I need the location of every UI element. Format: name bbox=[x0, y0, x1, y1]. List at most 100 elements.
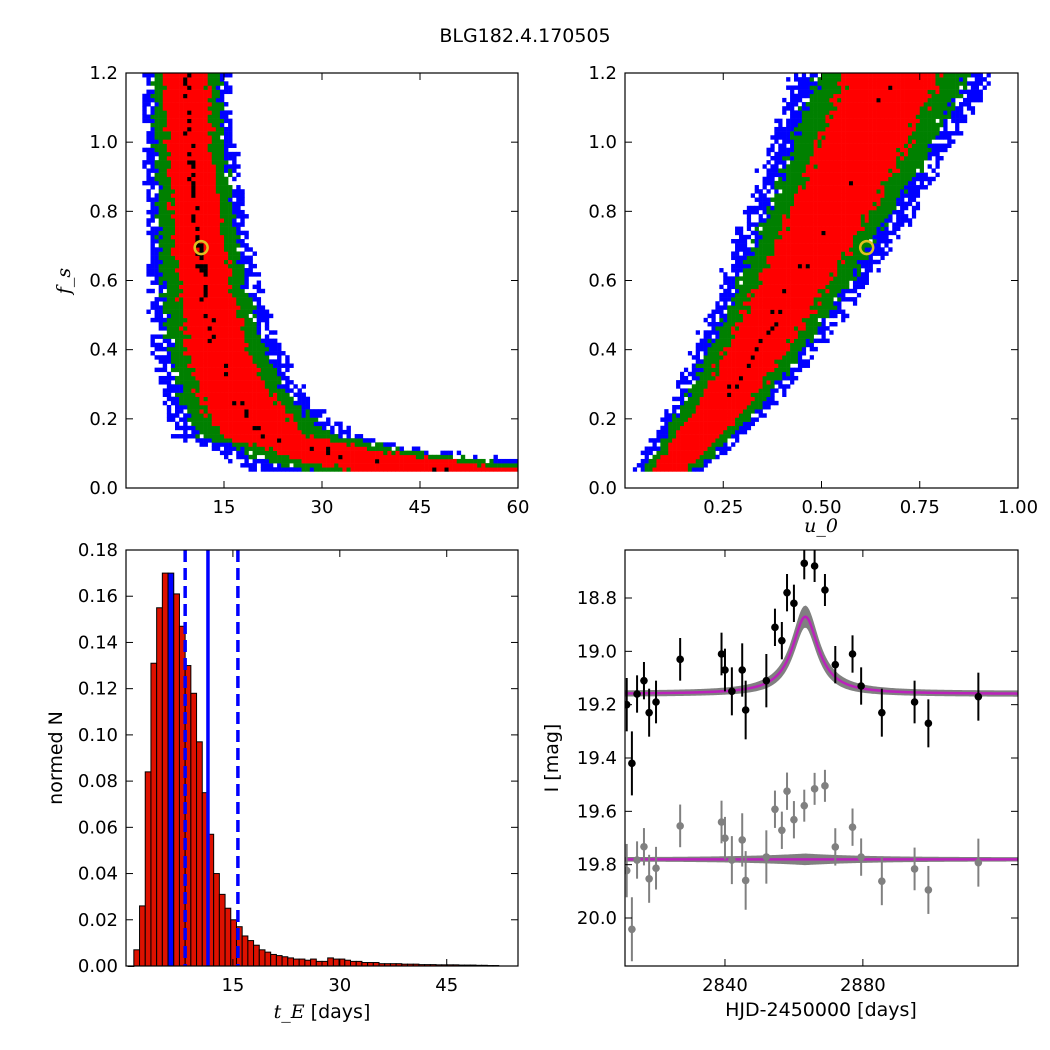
two-sigma-cell bbox=[379, 446, 384, 451]
one-sigma-cell bbox=[187, 147, 192, 153]
one-sigma-cell bbox=[770, 280, 775, 285]
two-sigma-cell bbox=[856, 234, 862, 240]
one-sigma-cell bbox=[782, 317, 787, 323]
one-sigma-cell bbox=[179, 122, 184, 128]
two-sigma-cell bbox=[162, 214, 168, 219]
two-sigma-cell bbox=[313, 467, 319, 472]
two-sigma-cell bbox=[856, 263, 862, 269]
one-sigma-cell bbox=[676, 442, 681, 447]
one-sigma-cell bbox=[715, 405, 720, 410]
one-sigma-cell bbox=[711, 392, 716, 397]
one-sigma-cell bbox=[207, 297, 213, 302]
one-sigma-cell bbox=[821, 259, 826, 265]
two-sigma-cell bbox=[672, 429, 677, 435]
three-sigma-cell bbox=[146, 73, 151, 78]
one-sigma-cell bbox=[228, 326, 233, 331]
one-sigma-cell bbox=[735, 380, 740, 385]
two-sigma-cell bbox=[183, 400, 188, 406]
one-sigma-cell bbox=[199, 272, 204, 277]
three-sigma-cell bbox=[326, 417, 331, 422]
two-sigma-cell bbox=[719, 438, 724, 443]
one-sigma-cell bbox=[790, 234, 795, 240]
one-sigma-cell bbox=[219, 413, 225, 418]
one-sigma-cell bbox=[801, 326, 807, 331]
one-sigma-cell bbox=[691, 442, 697, 447]
two-sigma-cell bbox=[260, 355, 266, 360]
two-sigma-cell bbox=[228, 189, 233, 194]
one-sigma-cell bbox=[248, 388, 253, 393]
two-sigma-cell bbox=[770, 214, 775, 219]
one-sigma-cell bbox=[379, 454, 384, 460]
two-sigma-cell bbox=[687, 413, 693, 418]
one-sigma-cell bbox=[801, 305, 807, 310]
one-sigma-cell bbox=[790, 214, 795, 219]
two-sigma-cell bbox=[727, 326, 732, 331]
one-sigma-cell bbox=[782, 351, 787, 356]
three-sigma-cell bbox=[907, 180, 913, 186]
three-sigma-cell bbox=[268, 467, 274, 472]
two-sigma-cell bbox=[762, 263, 767, 269]
three-sigma-cell bbox=[317, 421, 323, 427]
one-sigma-cell bbox=[187, 81, 192, 86]
three-sigma-cell bbox=[664, 429, 669, 435]
three-sigma-cell bbox=[301, 384, 306, 389]
one-sigma-cell bbox=[199, 102, 204, 107]
one-sigma-cell bbox=[293, 446, 298, 451]
one-sigma-cell bbox=[211, 388, 217, 393]
one-sigma-cell bbox=[860, 201, 866, 207]
one-sigma-cell bbox=[754, 334, 759, 339]
one-sigma-cell bbox=[211, 301, 217, 306]
two-sigma-cell bbox=[264, 384, 270, 389]
two-sigma-cell bbox=[432, 454, 437, 460]
one-sigma-cell bbox=[236, 305, 241, 310]
two-sigma-cell bbox=[742, 284, 748, 290]
two-sigma-cell bbox=[805, 330, 811, 335]
one-sigma-cell bbox=[203, 359, 208, 364]
one-sigma-cell bbox=[175, 201, 180, 207]
two-sigma-cell bbox=[215, 189, 221, 194]
two-sigma-cell bbox=[244, 297, 249, 302]
three-sigma-cell bbox=[285, 380, 290, 385]
two-sigma-cell bbox=[224, 259, 229, 265]
one-sigma-cell bbox=[825, 263, 830, 269]
three-sigma-cell bbox=[640, 467, 645, 472]
three-sigma-cell bbox=[735, 434, 740, 439]
one-sigma-cell bbox=[219, 409, 225, 414]
one-sigma-cell bbox=[195, 197, 200, 202]
three-sigma-cell bbox=[907, 222, 913, 227]
two-sigma-cell bbox=[884, 180, 889, 186]
three-sigma-cell bbox=[852, 288, 858, 294]
three-sigma-cell bbox=[158, 288, 164, 294]
two-sigma-cell bbox=[738, 297, 744, 302]
one-sigma-cell bbox=[817, 263, 822, 269]
two-sigma-cell bbox=[399, 450, 404, 456]
one-sigma-cell bbox=[754, 309, 759, 314]
two-sigma-cell bbox=[774, 359, 779, 364]
three-sigma-cell bbox=[224, 118, 229, 124]
one-sigma-cell bbox=[195, 77, 200, 82]
three-sigma-cell bbox=[687, 371, 693, 377]
three-sigma-cell bbox=[158, 259, 164, 265]
one-sigma-cell bbox=[746, 322, 752, 327]
one-sigma-cell bbox=[203, 131, 208, 136]
one-sigma-cell bbox=[852, 189, 858, 194]
one-sigma-cell bbox=[170, 251, 176, 256]
one-sigma-cell bbox=[852, 222, 858, 227]
two-sigma-cell bbox=[191, 400, 196, 406]
two-sigma-cell bbox=[342, 438, 347, 443]
one-sigma-cell bbox=[195, 193, 200, 198]
one-sigma-cell bbox=[735, 400, 740, 406]
one-sigma-cell bbox=[366, 454, 372, 460]
three-sigma-cell bbox=[232, 168, 237, 173]
one-sigma-cell bbox=[277, 405, 282, 410]
two-sigma-cell bbox=[211, 425, 217, 431]
three-sigma-cell bbox=[656, 434, 661, 439]
two-sigma-cell bbox=[322, 434, 327, 439]
one-sigma-cell bbox=[774, 263, 779, 269]
one-sigma-cell bbox=[750, 330, 755, 335]
one-sigma-cell bbox=[240, 359, 245, 364]
one-sigma-cell bbox=[215, 226, 221, 231]
one-sigma-cell bbox=[366, 467, 372, 472]
top-bin-cell bbox=[187, 126, 192, 132]
one-sigma-cell bbox=[183, 156, 188, 161]
